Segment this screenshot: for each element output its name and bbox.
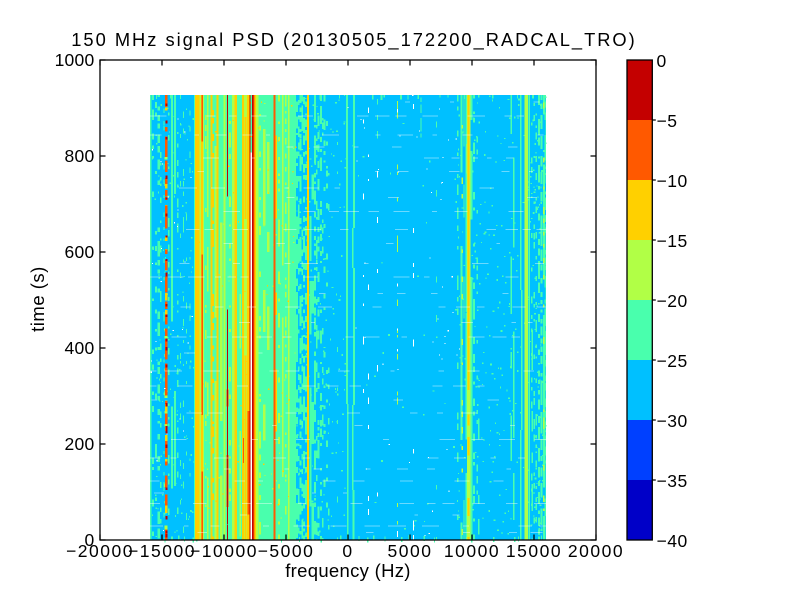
svg-text:−5000: −5000 (258, 541, 315, 561)
svg-text:−25: −25 (657, 351, 688, 371)
svg-text:−10: −10 (657, 171, 688, 191)
svg-text:−20: −20 (657, 291, 688, 311)
svg-text:20000: 20000 (568, 541, 624, 561)
svg-text:200: 200 (65, 434, 95, 454)
svg-text:−5: −5 (657, 111, 678, 131)
svg-text:150 MHz signal PSD (20130505_1: 150 MHz signal PSD (20130505_172200_RADC… (71, 29, 637, 51)
svg-text:time (s): time (s) (27, 266, 48, 332)
svg-text:10000: 10000 (444, 541, 500, 561)
svg-text:−40: −40 (657, 531, 688, 551)
svg-text:frequency (Hz): frequency (Hz) (285, 560, 411, 581)
svg-text:400: 400 (65, 338, 95, 358)
svg-text:5000: 5000 (388, 541, 433, 561)
svg-text:15000: 15000 (506, 541, 562, 561)
svg-text:0: 0 (85, 530, 95, 550)
svg-text:−35: −35 (657, 471, 688, 491)
svg-text:600: 600 (65, 242, 95, 262)
svg-text:1000: 1000 (55, 50, 95, 70)
svg-text:−10000: −10000 (190, 541, 258, 561)
svg-text:−30: −30 (657, 411, 688, 431)
svg-text:−15: −15 (657, 231, 688, 251)
svg-text:−15000: −15000 (128, 541, 196, 561)
svg-text:0: 0 (657, 51, 667, 71)
svg-text:800: 800 (65, 146, 95, 166)
svg-text:−20000: −20000 (66, 541, 134, 561)
svg-text:0: 0 (342, 541, 353, 561)
